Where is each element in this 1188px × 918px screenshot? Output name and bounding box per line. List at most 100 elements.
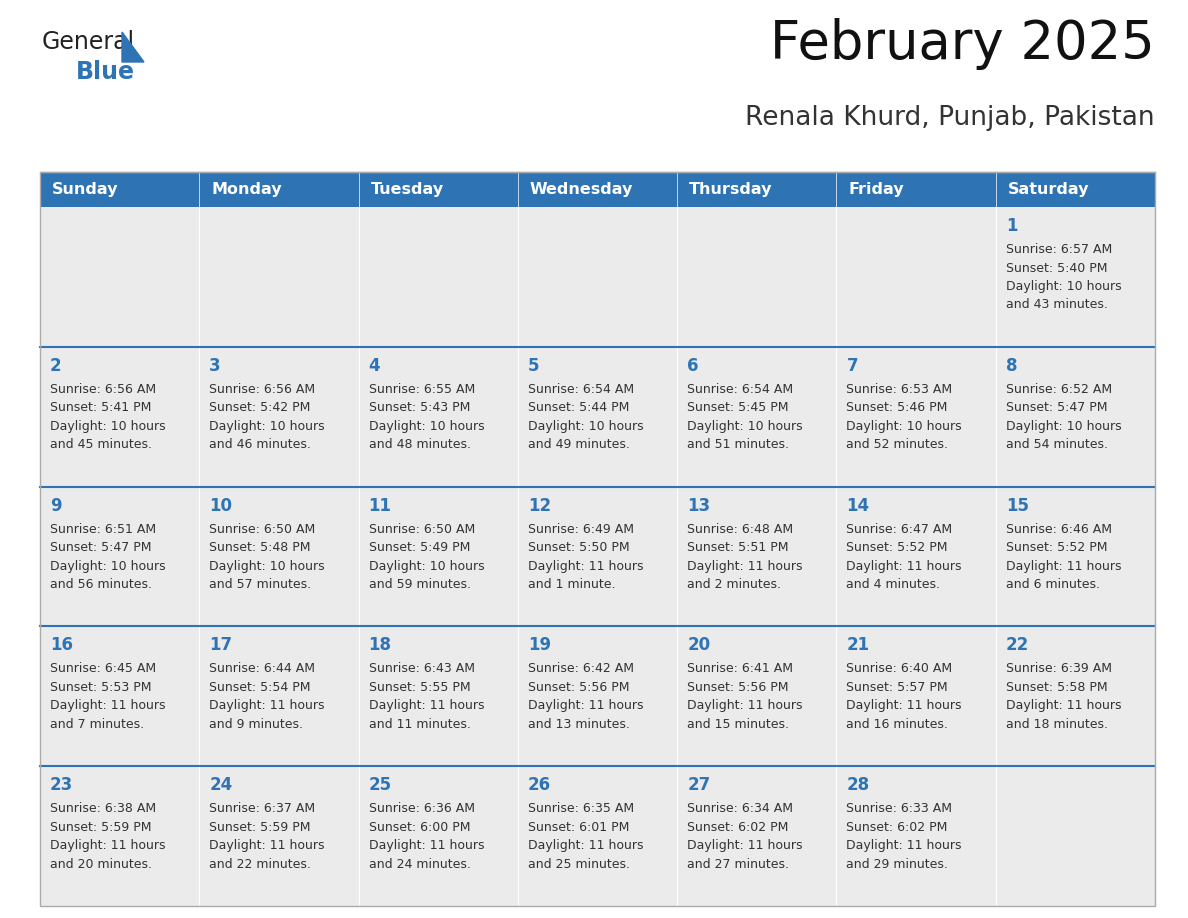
Text: 21: 21	[846, 636, 870, 655]
Bar	[40, 347, 200, 487]
Text: and 15 minutes.: and 15 minutes.	[687, 718, 789, 731]
Bar	[200, 767, 359, 906]
Text: Sunrise: 6:40 AM: Sunrise: 6:40 AM	[846, 663, 953, 676]
Text: Sunrise: 6:46 AM: Sunrise: 6:46 AM	[1006, 522, 1112, 535]
Bar	[996, 767, 1155, 906]
Text: and 48 minutes.: and 48 minutes.	[368, 438, 470, 452]
Text: Sunrise: 6:50 AM: Sunrise: 6:50 AM	[209, 522, 316, 535]
Text: Friday: Friday	[848, 182, 904, 197]
Bar	[836, 347, 996, 487]
Text: Daylight: 10 hours: Daylight: 10 hours	[50, 560, 165, 573]
Bar	[996, 347, 1155, 487]
Text: Saturday: Saturday	[1007, 182, 1089, 197]
Text: Sunset: 5:56 PM: Sunset: 5:56 PM	[687, 681, 789, 694]
Text: 11: 11	[368, 497, 392, 515]
Text: and 18 minutes.: and 18 minutes.	[1006, 718, 1107, 731]
Text: Daylight: 10 hours: Daylight: 10 hours	[368, 560, 485, 573]
Text: Sunrise: 6:37 AM: Sunrise: 6:37 AM	[209, 802, 315, 815]
Text: Sunset: 5:50 PM: Sunset: 5:50 PM	[527, 541, 630, 554]
Bar	[677, 347, 836, 487]
Text: Daylight: 11 hours: Daylight: 11 hours	[209, 839, 324, 852]
Text: and 2 minutes.: and 2 minutes.	[687, 578, 782, 591]
Text: General: General	[42, 30, 135, 54]
Text: Sunset: 5:44 PM: Sunset: 5:44 PM	[527, 401, 630, 414]
Text: and 9 minutes.: and 9 minutes.	[209, 718, 303, 731]
Bar	[200, 347, 359, 487]
Bar	[200, 172, 359, 207]
Text: Sunrise: 6:56 AM: Sunrise: 6:56 AM	[50, 383, 156, 396]
Bar	[677, 767, 836, 906]
Text: and 57 minutes.: and 57 minutes.	[209, 578, 311, 591]
Text: Daylight: 10 hours: Daylight: 10 hours	[1006, 420, 1121, 432]
Text: and 49 minutes.: and 49 minutes.	[527, 438, 630, 452]
Text: and 45 minutes.: and 45 minutes.	[50, 438, 152, 452]
Text: Sunset: 5:52 PM: Sunset: 5:52 PM	[1006, 541, 1107, 554]
Text: Daylight: 10 hours: Daylight: 10 hours	[687, 420, 803, 432]
Text: Sunset: 6:00 PM: Sunset: 6:00 PM	[368, 821, 470, 834]
Text: Daylight: 11 hours: Daylight: 11 hours	[50, 839, 165, 852]
Text: Tuesday: Tuesday	[371, 182, 443, 197]
Text: Sunrise: 6:38 AM: Sunrise: 6:38 AM	[50, 802, 156, 815]
Bar	[677, 626, 836, 767]
Bar	[40, 172, 200, 207]
Text: and 54 minutes.: and 54 minutes.	[1006, 438, 1107, 452]
Text: 16: 16	[50, 636, 72, 655]
Text: and 56 minutes.: and 56 minutes.	[50, 578, 152, 591]
Text: and 43 minutes.: and 43 minutes.	[1006, 298, 1107, 311]
Text: Sunset: 5:59 PM: Sunset: 5:59 PM	[209, 821, 311, 834]
Text: 2: 2	[50, 357, 62, 375]
Text: Daylight: 11 hours: Daylight: 11 hours	[1006, 560, 1121, 573]
Text: and 29 minutes.: and 29 minutes.	[846, 857, 948, 870]
Text: Sunset: 5:40 PM: Sunset: 5:40 PM	[1006, 262, 1107, 274]
Text: Sunset: 5:41 PM: Sunset: 5:41 PM	[50, 401, 151, 414]
Text: Sunset: 5:47 PM: Sunset: 5:47 PM	[1006, 401, 1107, 414]
Bar	[359, 347, 518, 487]
Text: Sunrise: 6:33 AM: Sunrise: 6:33 AM	[846, 802, 953, 815]
Text: Sunrise: 6:48 AM: Sunrise: 6:48 AM	[687, 522, 794, 535]
Text: Sunset: 5:43 PM: Sunset: 5:43 PM	[368, 401, 470, 414]
Text: Sunset: 5:54 PM: Sunset: 5:54 PM	[209, 681, 311, 694]
Text: 3: 3	[209, 357, 221, 375]
Bar	[359, 487, 518, 626]
Bar	[200, 487, 359, 626]
Text: and 13 minutes.: and 13 minutes.	[527, 718, 630, 731]
Text: Daylight: 11 hours: Daylight: 11 hours	[687, 700, 803, 712]
Text: Daylight: 11 hours: Daylight: 11 hours	[368, 839, 484, 852]
Text: Sunset: 5:56 PM: Sunset: 5:56 PM	[527, 681, 630, 694]
Text: Daylight: 11 hours: Daylight: 11 hours	[368, 700, 484, 712]
Text: 18: 18	[368, 636, 392, 655]
Text: 13: 13	[687, 497, 710, 515]
Text: and 51 minutes.: and 51 minutes.	[687, 438, 789, 452]
Text: Sunset: 5:48 PM: Sunset: 5:48 PM	[209, 541, 311, 554]
Text: and 52 minutes.: and 52 minutes.	[846, 438, 948, 452]
Text: Daylight: 10 hours: Daylight: 10 hours	[209, 560, 324, 573]
Text: 9: 9	[50, 497, 62, 515]
Text: 20: 20	[687, 636, 710, 655]
Text: 6: 6	[687, 357, 699, 375]
Text: 23: 23	[50, 777, 74, 794]
Polygon shape	[122, 32, 144, 62]
Text: Sunset: 5:52 PM: Sunset: 5:52 PM	[846, 541, 948, 554]
Bar	[518, 487, 677, 626]
Text: 5: 5	[527, 357, 539, 375]
Text: 26: 26	[527, 777, 551, 794]
Text: and 46 minutes.: and 46 minutes.	[209, 438, 311, 452]
Text: Sunday: Sunday	[52, 182, 119, 197]
Text: Thursday: Thursday	[689, 182, 772, 197]
Bar	[836, 172, 996, 207]
Text: Daylight: 10 hours: Daylight: 10 hours	[527, 420, 644, 432]
Text: Sunrise: 6:52 AM: Sunrise: 6:52 AM	[1006, 383, 1112, 396]
Text: Monday: Monday	[211, 182, 282, 197]
Bar	[359, 767, 518, 906]
Text: 1: 1	[1006, 217, 1017, 235]
Text: Daylight: 11 hours: Daylight: 11 hours	[1006, 700, 1121, 712]
Text: Sunrise: 6:50 AM: Sunrise: 6:50 AM	[368, 522, 475, 535]
Text: Daylight: 11 hours: Daylight: 11 hours	[687, 560, 803, 573]
Text: Sunset: 6:02 PM: Sunset: 6:02 PM	[687, 821, 789, 834]
Text: and 6 minutes.: and 6 minutes.	[1006, 578, 1100, 591]
Text: Daylight: 11 hours: Daylight: 11 hours	[527, 839, 644, 852]
Text: Sunrise: 6:54 AM: Sunrise: 6:54 AM	[687, 383, 794, 396]
Text: and 24 minutes.: and 24 minutes.	[368, 857, 470, 870]
Text: Sunset: 5:53 PM: Sunset: 5:53 PM	[50, 681, 152, 694]
Bar	[359, 626, 518, 767]
